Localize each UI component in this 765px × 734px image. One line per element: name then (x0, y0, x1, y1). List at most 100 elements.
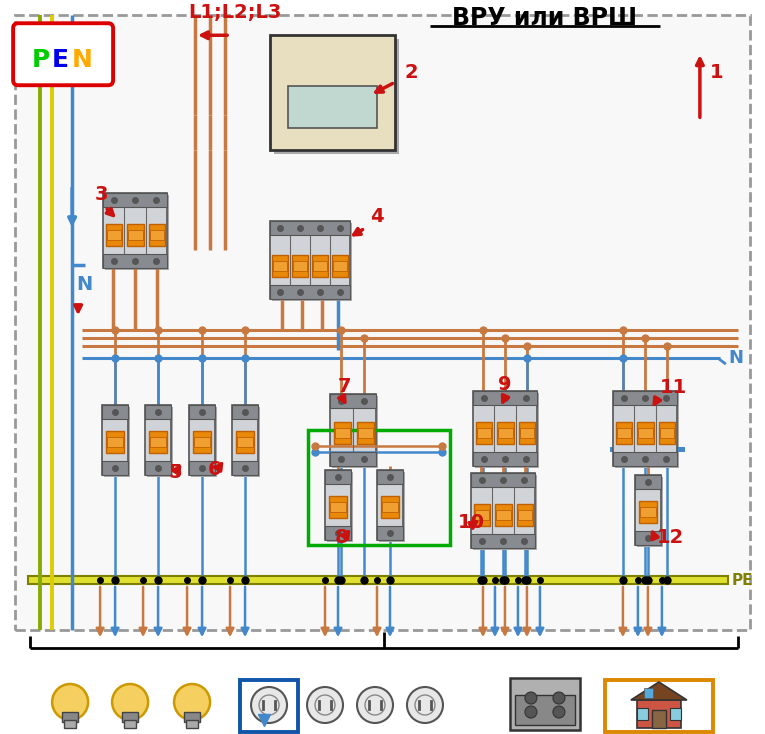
Bar (605, 680, 713, 732)
Polygon shape (631, 682, 687, 700)
Bar (635, 475, 661, 489)
Bar (670, 708, 681, 720)
Bar (382, 502, 398, 512)
Bar (475, 393, 539, 468)
Bar (381, 496, 399, 518)
Bar (613, 390, 677, 465)
Bar (232, 405, 258, 419)
Bar (272, 255, 288, 277)
Circle shape (553, 706, 565, 718)
Bar (104, 407, 130, 477)
Bar (635, 475, 661, 545)
Bar (617, 428, 631, 437)
Bar (106, 431, 124, 453)
Bar (471, 473, 535, 487)
Bar (102, 461, 128, 475)
Text: L1;L2;L3: L1;L2;L3 (188, 3, 282, 22)
Bar (150, 230, 164, 240)
Bar (330, 452, 376, 466)
Text: 10: 10 (458, 513, 485, 532)
Bar (358, 428, 373, 438)
Bar (639, 501, 657, 523)
Bar (613, 451, 677, 465)
Bar (186, 720, 198, 728)
Bar (644, 688, 653, 698)
Bar (313, 261, 327, 271)
Bar (312, 255, 328, 277)
Bar (273, 261, 287, 271)
Bar (107, 230, 122, 240)
Bar (330, 394, 376, 466)
Bar (107, 437, 123, 447)
Text: 11: 11 (660, 378, 687, 397)
Circle shape (251, 687, 287, 723)
Bar (637, 421, 653, 443)
Bar (325, 470, 351, 484)
Bar (270, 35, 395, 150)
Text: 4: 4 (370, 207, 383, 226)
Bar (377, 470, 403, 484)
Bar (102, 405, 128, 475)
Text: N: N (76, 275, 93, 294)
Bar (330, 502, 346, 512)
Text: PE: PE (732, 573, 754, 587)
Bar (293, 261, 307, 271)
Bar (122, 712, 138, 722)
Bar (189, 405, 215, 475)
Bar (124, 720, 136, 728)
Bar (332, 396, 378, 468)
Bar (236, 431, 254, 453)
Bar (103, 254, 167, 268)
Bar (333, 261, 347, 271)
Bar (64, 720, 76, 728)
Bar (232, 405, 258, 475)
Bar (637, 477, 663, 547)
Bar (270, 221, 350, 299)
Bar (476, 421, 493, 443)
Bar (518, 509, 532, 520)
Bar (474, 504, 490, 526)
Bar (62, 712, 78, 722)
Text: N: N (72, 48, 93, 72)
Bar (610, 447, 685, 452)
Bar (325, 470, 351, 540)
Bar (496, 509, 510, 520)
Bar (145, 405, 171, 475)
Bar (148, 224, 165, 246)
Bar (129, 230, 143, 240)
Bar (103, 193, 167, 268)
Bar (471, 534, 535, 548)
Bar (150, 437, 166, 447)
Bar (237, 437, 253, 447)
Bar (659, 421, 675, 443)
Bar (498, 428, 513, 437)
Text: E: E (52, 48, 69, 72)
Bar (473, 390, 537, 465)
Text: 2: 2 (405, 63, 418, 82)
Bar (325, 526, 351, 540)
Bar (274, 39, 399, 154)
Bar (471, 473, 535, 548)
Bar (473, 390, 537, 404)
Bar (103, 193, 167, 207)
Bar (184, 712, 200, 722)
Text: 7: 7 (338, 377, 351, 396)
Bar (510, 678, 580, 730)
Text: ВРУ или ВРШ: ВРУ или ВРШ (452, 7, 637, 30)
Bar (240, 680, 298, 732)
Circle shape (174, 684, 210, 720)
Bar (515, 695, 575, 725)
Bar (477, 428, 491, 437)
Circle shape (525, 692, 537, 704)
Bar (637, 708, 648, 720)
Bar (519, 421, 535, 443)
Bar (308, 430, 450, 545)
Bar (613, 390, 677, 404)
Text: N: N (728, 349, 743, 367)
Bar (330, 394, 376, 408)
Bar (193, 431, 211, 453)
Bar (497, 421, 513, 443)
Bar (28, 576, 728, 584)
Circle shape (553, 692, 565, 704)
Bar (473, 451, 537, 465)
